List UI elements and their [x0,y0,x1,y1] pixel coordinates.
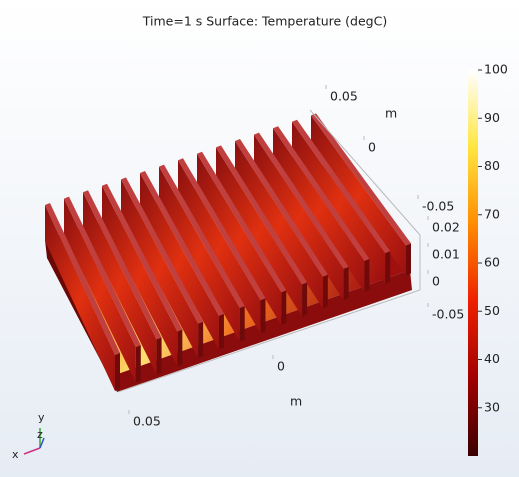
fin-front [302,283,307,317]
axis-label: m [385,106,397,121]
fin-front [177,330,182,367]
fin-front [364,259,369,292]
fin-front [157,337,162,374]
colorbar [468,70,478,456]
colorbar-tick-label: 100 [484,62,508,77]
axis-tick-label: 0.01 [432,247,460,262]
axis-tick-label: 0 [277,359,285,374]
axis-tick-label: -0.05 [432,307,464,322]
colorbar-tick-label: 60 [484,255,500,270]
axis-tick-label: -0.05 [422,199,454,214]
triad-label: z [37,428,43,441]
fin-front [323,275,328,309]
fin-front [136,345,141,383]
fin-front [240,306,245,341]
axis-tick-label: 0.05 [133,414,161,429]
fin-front [198,322,203,358]
colorbar-tick-label: 40 [484,351,500,366]
axis-tick-label: 0 [368,140,376,155]
axis-label: m [290,394,302,409]
axis-tick-label: 0.05 [330,89,358,104]
axis-tick-label: 0.02 [432,220,460,235]
fin-front [219,314,224,350]
chart: Time=1 s Surface: Temperature (degC) y z… [0,0,519,477]
fin-front [406,243,411,275]
fin-front [261,298,266,333]
triad-label: x [12,448,19,461]
fin-front [385,251,390,283]
colorbar-tick-label: 30 [484,399,500,414]
fin-front [281,290,286,325]
plot-title: Time=1 s Surface: Temperature (degC) [142,14,387,29]
colorbar-tick-label: 50 [484,303,500,318]
axis-tick-label: 0 [432,274,440,289]
colorbar-tick-label: 90 [484,110,500,125]
colorbar-tick-label: 80 [484,158,500,173]
fin-front [115,353,120,391]
colorbar-tick-label: 70 [484,206,500,221]
triad-label: y [38,411,45,424]
fin-front [344,267,349,300]
